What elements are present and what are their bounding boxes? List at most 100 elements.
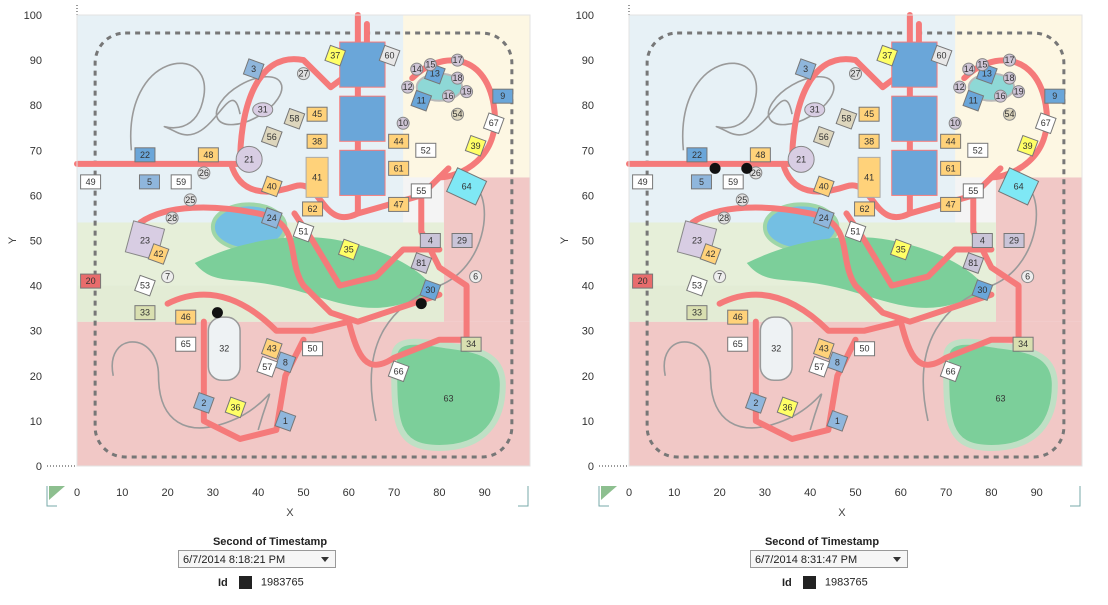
marker-square [147, 243, 170, 265]
marker-label: 5 [147, 177, 152, 187]
marker-label: 53 [140, 281, 150, 291]
x-tick-label: 70 [388, 487, 400, 499]
pavilion-block [891, 95, 938, 142]
legend-value: 1983765 [824, 576, 868, 589]
marker-label: 41 [864, 172, 874, 182]
map-marker: 33 [686, 305, 708, 321]
map-marker: 51 [844, 220, 867, 243]
map-marker: 46 [727, 309, 749, 325]
marker-label: 33 [692, 308, 702, 318]
ride-oval-32 [759, 316, 793, 382]
marker-label: 46 [181, 312, 191, 322]
map-marker: 4 [419, 233, 441, 248]
marker-square [844, 220, 867, 243]
marker-label: 35 [344, 245, 354, 255]
marker-rect [451, 233, 473, 248]
map-marker: 8 [274, 351, 297, 374]
marker-label: 17 [1005, 55, 1015, 65]
marker-label: 34 [1018, 339, 1028, 349]
timestamp-select[interactable]: 6/7/2014 8:31:47 PM [750, 550, 908, 568]
ride-label: 32 [771, 344, 781, 354]
marker-label: 19 [1014, 87, 1024, 97]
y-tick-label: 90 [30, 55, 42, 67]
map-marker: 1 [274, 410, 297, 432]
perimeter-track [645, 31, 1066, 459]
x-axis-label: X [286, 507, 294, 519]
marker-label: 10 [398, 118, 408, 128]
x-tick-label: 80 [433, 487, 445, 499]
x-tick-label: 30 [207, 487, 219, 499]
marker-oval [804, 102, 826, 118]
marker-label: 26 [199, 168, 209, 178]
footpath [789, 21, 922, 167]
pavilion-block [891, 149, 938, 196]
map-marker: 14 [962, 62, 976, 76]
marker-label: 12 [403, 82, 413, 92]
marker-label: 59 [728, 177, 738, 187]
marker-square [260, 207, 283, 229]
marker-rect [722, 174, 744, 190]
marker-label: 54 [453, 109, 463, 119]
marker-label: 29 [1009, 236, 1019, 246]
marker-rect [632, 273, 654, 289]
marker-rect [857, 156, 881, 198]
marker-label: 7 [165, 272, 170, 282]
x-tick-label: 80 [985, 487, 997, 499]
footpath [237, 21, 370, 167]
marker-label: 65 [733, 339, 743, 349]
marker-circle [713, 270, 727, 284]
map-marker: 24 [812, 207, 835, 229]
marker-square [256, 355, 279, 378]
marker-label: 48 [755, 150, 765, 160]
marker-rect [971, 233, 993, 248]
marker-label: 23 [692, 236, 702, 246]
marker-rect [306, 133, 328, 149]
marker-circle [401, 80, 415, 94]
marker-square [971, 279, 994, 302]
marker-label: 56 [819, 132, 829, 142]
marker-label: 30 [977, 285, 987, 295]
map-marker: 5 [690, 174, 712, 190]
pavilion-block [339, 95, 386, 142]
map-marker: 54 [1003, 107, 1017, 121]
marker-circle [441, 89, 455, 103]
map-marker: 36 [224, 396, 247, 419]
marker-label: 44 [394, 136, 404, 146]
y-tick-label: 50 [30, 236, 42, 248]
y-tick-label: 60 [582, 190, 594, 202]
map-marker: 38 [858, 133, 880, 149]
marker-label: 40 [819, 181, 829, 191]
map-marker: 59 [722, 174, 744, 190]
marker-rect [967, 142, 989, 158]
marker-square [482, 112, 505, 135]
chevron-down-icon [893, 557, 901, 562]
marker-label: 13 [430, 69, 440, 79]
footpath [164, 291, 352, 334]
map-marker: 55 [962, 183, 984, 199]
marker-label: 57 [814, 362, 824, 372]
marker-square [699, 243, 722, 265]
map-marker: 22 [686, 147, 708, 163]
y-tick-label: 30 [30, 326, 42, 338]
map-marker: 26 [197, 166, 211, 180]
y-tick-label: 100 [576, 10, 594, 22]
timestamp-value: 6/7/2014 8:18:21 PM [183, 554, 286, 566]
marker-label: 57 [262, 362, 272, 372]
marker-square [410, 89, 433, 112]
marker-label: 67 [489, 118, 499, 128]
marker-label: 3 [803, 64, 808, 74]
map-marker: 38 [306, 133, 328, 149]
marker-label: 55 [416, 186, 426, 196]
map-marker: 2 [744, 391, 767, 414]
map-marker: 48 [197, 147, 219, 163]
marker-rect [632, 174, 654, 190]
marker-label: 7 [717, 272, 722, 282]
timestamp-select[interactable]: 6/7/2014 8:18:21 PM [178, 550, 336, 568]
lawn-central [194, 237, 440, 308]
marker-rect [80, 174, 102, 190]
map-marker: 28 [165, 211, 179, 225]
marker-label: 11 [417, 96, 426, 106]
marker-circle [975, 58, 989, 72]
marker-rect [175, 309, 197, 325]
marker-label: 16 [995, 91, 1005, 101]
